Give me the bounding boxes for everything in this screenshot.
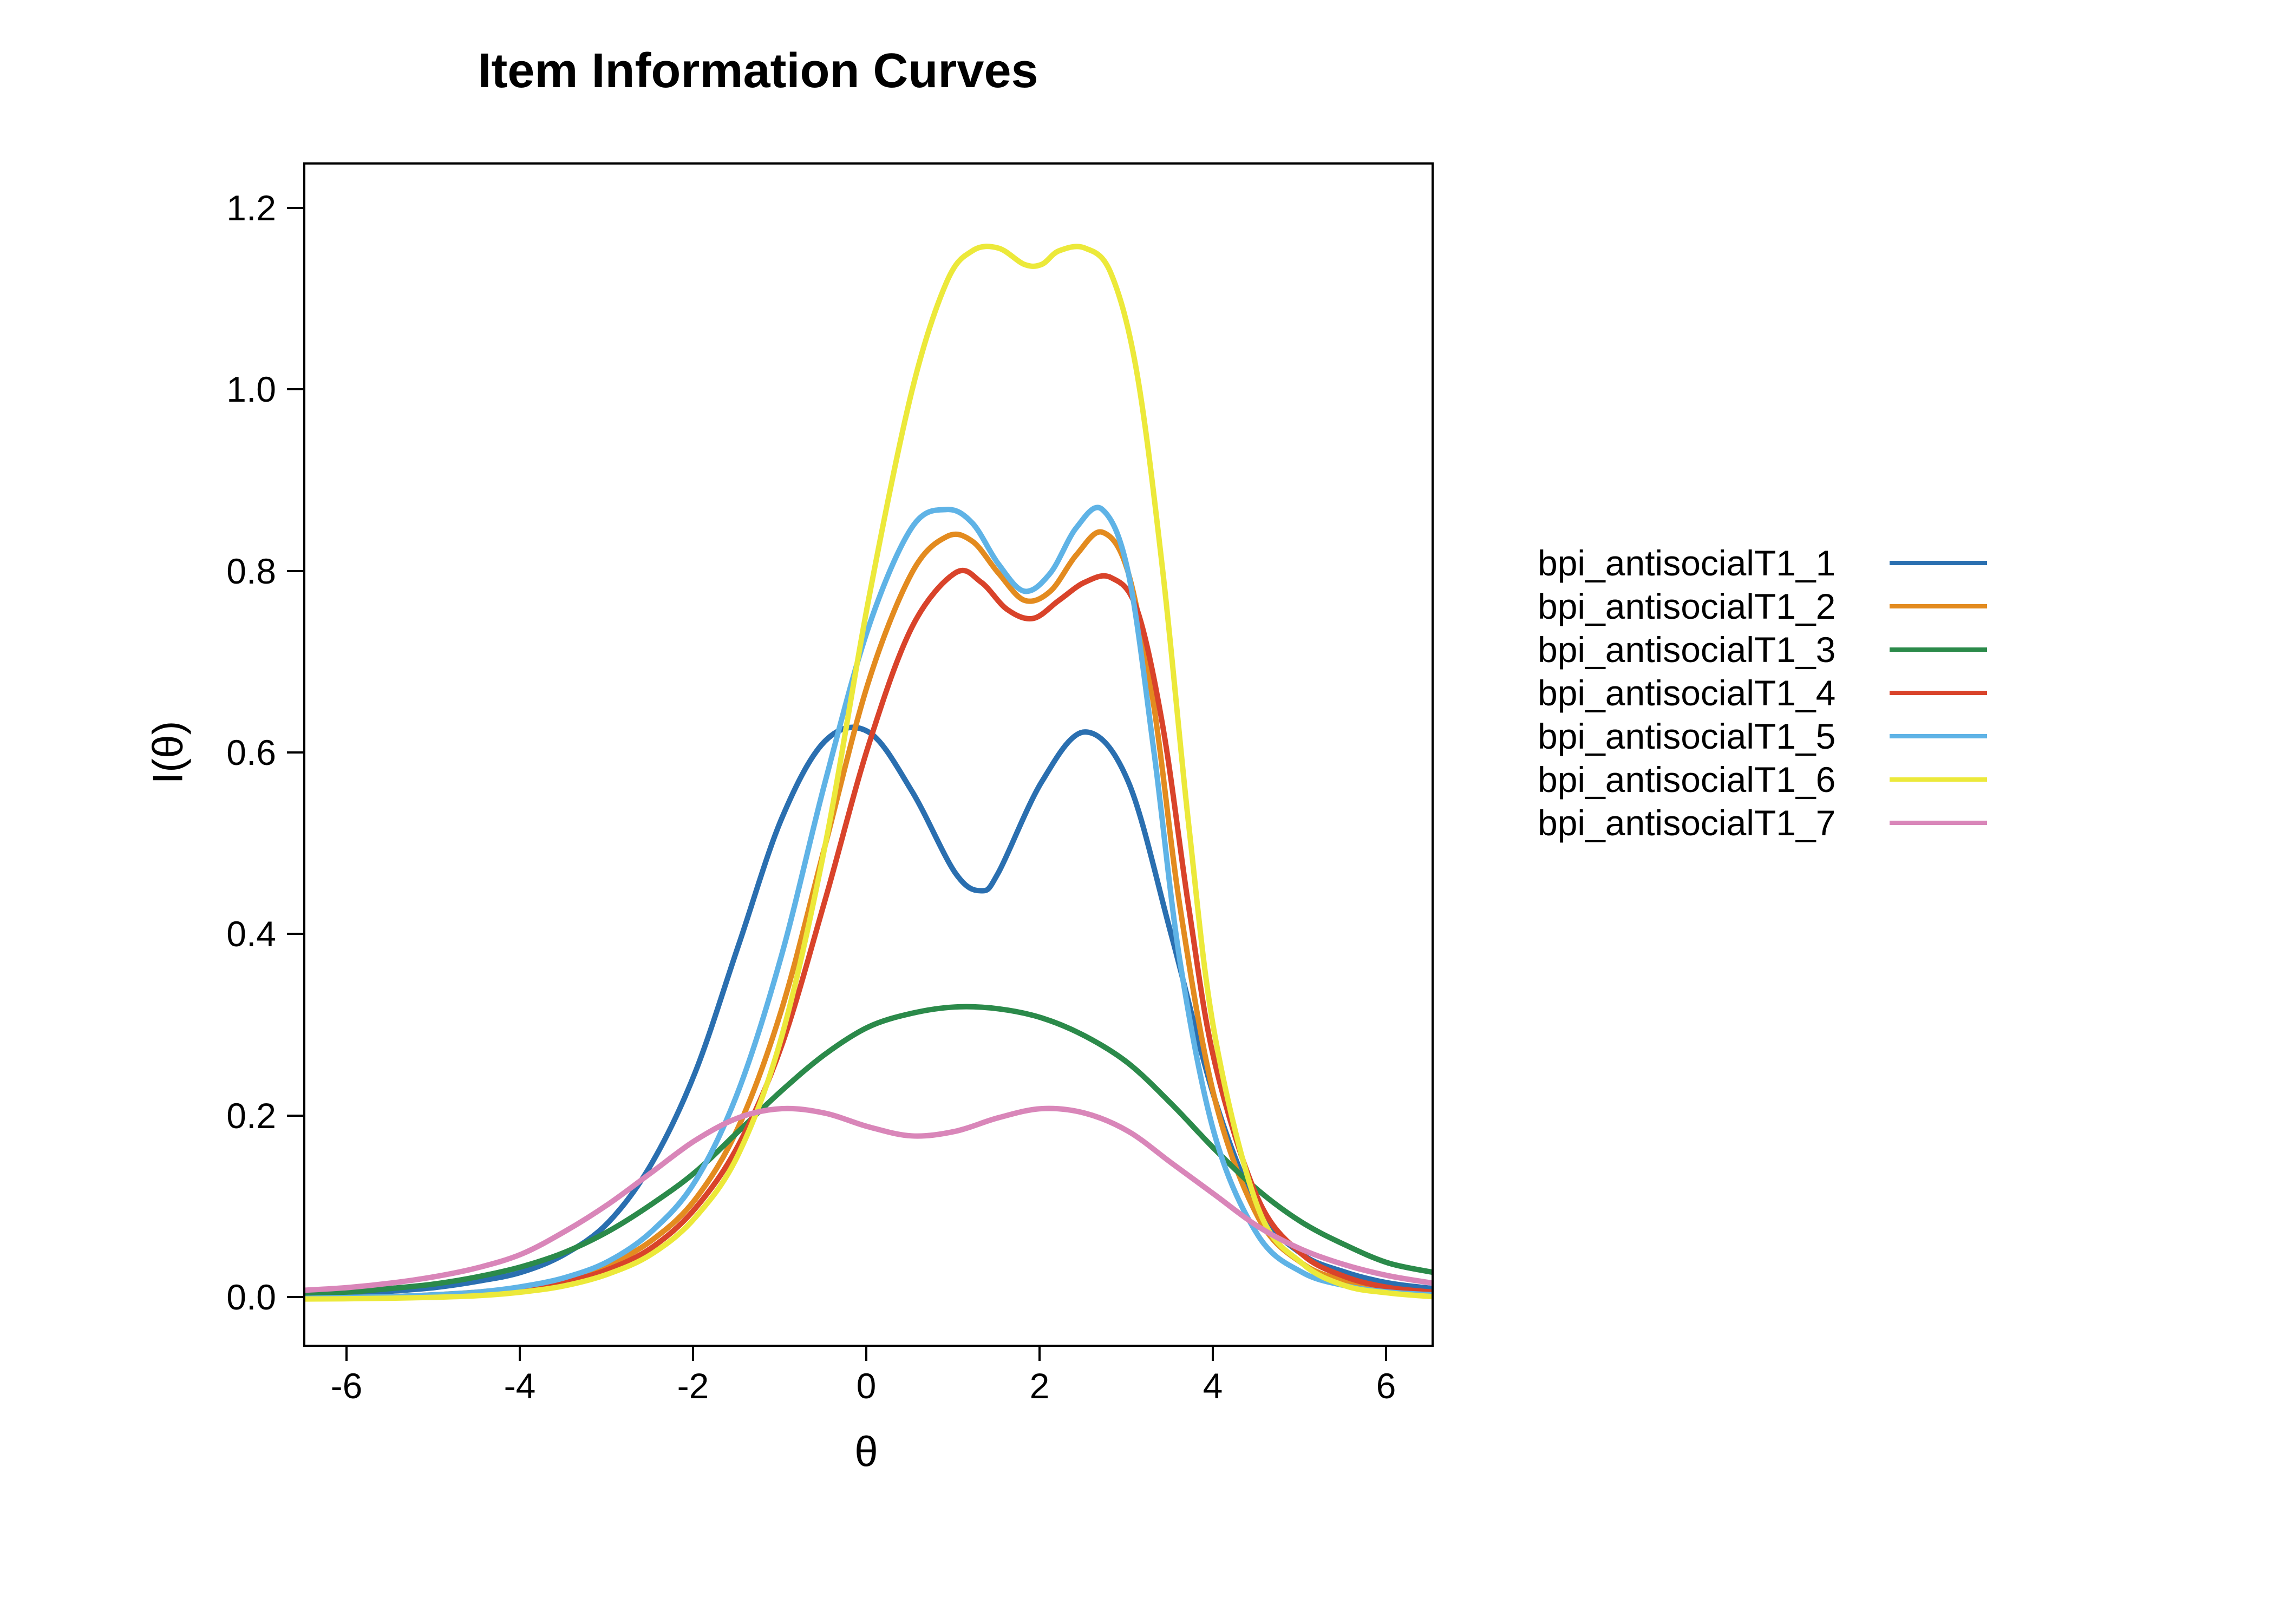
x-tick bbox=[865, 1345, 867, 1361]
x-tick-label: 2 bbox=[1030, 1365, 1050, 1406]
series-curve bbox=[305, 1007, 1432, 1294]
legend-item: bpi_antisocialT1_5 bbox=[1538, 715, 1987, 758]
x-tick-label: 6 bbox=[1376, 1365, 1396, 1406]
y-tick-label: 0.6 bbox=[217, 732, 276, 773]
legend-label: bpi_antisocialT1_4 bbox=[1538, 672, 1873, 713]
legend-swatch bbox=[1890, 734, 1987, 738]
curves-svg bbox=[305, 165, 1432, 1345]
x-tick-label: 0 bbox=[857, 1365, 877, 1406]
legend-item: bpi_antisocialT1_1 bbox=[1538, 541, 1987, 585]
series-curve bbox=[305, 507, 1432, 1298]
y-tick-label: 0.2 bbox=[217, 1095, 276, 1136]
x-axis-label: θ bbox=[854, 1427, 878, 1476]
legend-swatch bbox=[1890, 604, 1987, 608]
legend-swatch bbox=[1890, 647, 1987, 652]
x-tick-label: -2 bbox=[677, 1365, 709, 1406]
y-axis-label: I(θ) bbox=[143, 721, 193, 784]
legend-label: bpi_antisocialT1_5 bbox=[1538, 716, 1873, 757]
legend-item: bpi_antisocialT1_7 bbox=[1538, 801, 1987, 844]
y-tick-label: 0.4 bbox=[217, 913, 276, 954]
legend-item: bpi_antisocialT1_2 bbox=[1538, 585, 1987, 628]
legend-label: bpi_antisocialT1_6 bbox=[1538, 759, 1873, 800]
series-curve bbox=[305, 532, 1432, 1298]
legend-item: bpi_antisocialT1_3 bbox=[1538, 628, 1987, 671]
legend-label: bpi_antisocialT1_7 bbox=[1538, 802, 1873, 843]
x-tick-label: 4 bbox=[1203, 1365, 1223, 1406]
x-tick-label: -6 bbox=[331, 1365, 363, 1406]
chart-title: Item Information Curves bbox=[0, 43, 1516, 99]
x-tick bbox=[345, 1345, 348, 1361]
x-tick-label: -4 bbox=[504, 1365, 536, 1406]
x-tick bbox=[1385, 1345, 1387, 1361]
series-curve bbox=[305, 1109, 1432, 1291]
y-tick bbox=[287, 1115, 303, 1117]
legend-swatch bbox=[1890, 691, 1987, 695]
x-tick bbox=[692, 1345, 694, 1361]
x-tick bbox=[1212, 1345, 1214, 1361]
y-tick bbox=[287, 207, 303, 209]
y-tick-label: 1.0 bbox=[217, 369, 276, 410]
legend-item: bpi_antisocialT1_4 bbox=[1538, 671, 1987, 715]
y-tick bbox=[287, 933, 303, 935]
legend-label: bpi_antisocialT1_2 bbox=[1538, 586, 1873, 627]
y-tick bbox=[287, 751, 303, 754]
plot-area bbox=[303, 162, 1434, 1347]
series-curve bbox=[305, 246, 1432, 1299]
y-tick-label: 1.2 bbox=[217, 187, 276, 228]
y-tick-label: 0.8 bbox=[217, 551, 276, 592]
y-tick bbox=[287, 388, 303, 390]
x-tick bbox=[1038, 1345, 1041, 1361]
legend-swatch bbox=[1890, 561, 1987, 565]
legend: bpi_antisocialT1_1bpi_antisocialT1_2bpi_… bbox=[1538, 541, 1987, 844]
legend-label: bpi_antisocialT1_3 bbox=[1538, 629, 1873, 670]
legend-swatch bbox=[1890, 821, 1987, 825]
y-tick bbox=[287, 1296, 303, 1298]
chart-container: Item Information Curves θ I(θ) bpi_antis… bbox=[0, 0, 2274, 1624]
legend-label: bpi_antisocialT1_1 bbox=[1538, 542, 1873, 584]
legend-swatch bbox=[1890, 777, 1987, 782]
legend-item: bpi_antisocialT1_6 bbox=[1538, 758, 1987, 801]
y-tick-label: 0.0 bbox=[217, 1276, 276, 1318]
x-tick bbox=[519, 1345, 521, 1361]
y-tick bbox=[287, 570, 303, 572]
